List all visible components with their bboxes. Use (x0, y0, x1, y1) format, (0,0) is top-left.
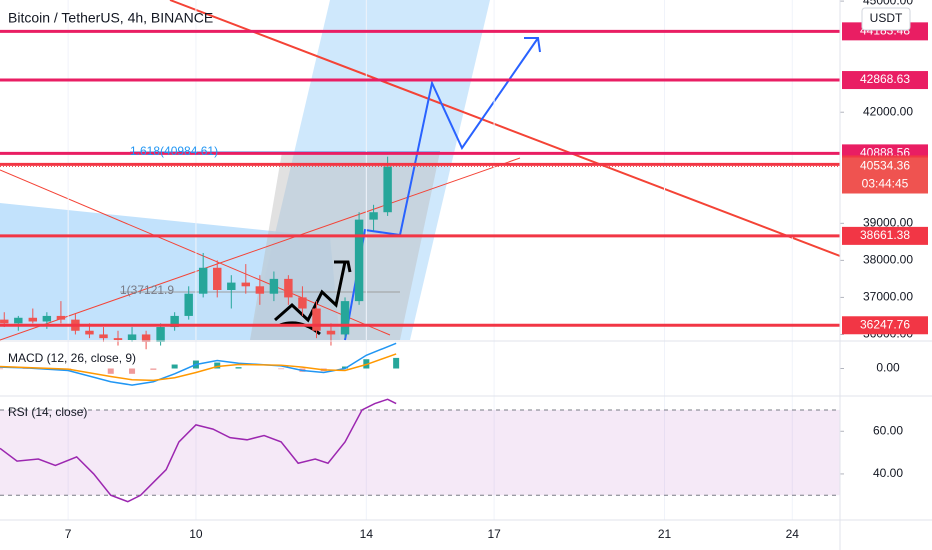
candle-body (213, 267, 222, 290)
x-tick-label: 14 (360, 527, 374, 541)
candle-body (99, 334, 108, 339)
indicator-line (0, 353, 397, 382)
candle-body (28, 317, 38, 322)
candle-body (312, 308, 321, 331)
histogram-bar (0, 368, 3, 370)
currency-button[interactable] (861, 7, 911, 31)
trend-line (0, 157, 521, 341)
candle-body (85, 330, 94, 335)
histogram-bar (107, 368, 114, 374)
histogram-bar (129, 368, 136, 374)
candle-body (269, 278, 279, 294)
candle-body (383, 166, 392, 213)
candle-body (369, 212, 378, 220)
fib-label: 1.618(40984.61) (130, 144, 218, 158)
y-tick-label: 45000.00 (863, 0, 913, 7)
symbol-title: Bitcoin / TetherUS, 4h, BINANCE (8, 10, 213, 26)
candle-body (284, 278, 293, 298)
last-price-box (842, 157, 928, 194)
histogram-bar (393, 357, 400, 369)
candle-body (340, 301, 350, 335)
last-price-label: 40534.36 (860, 159, 910, 173)
indicator-line (0, 398, 397, 503)
chart-content: 7 10 14 17 21 24 45000.00 42000.00 39000.00 38000… (0, 0, 928, 541)
histogram-bar (342, 366, 349, 369)
price-label: 38661.38 (860, 228, 910, 242)
candle-body (141, 334, 151, 342)
y-tick-label: 38000.00 (863, 253, 913, 267)
candle-body (298, 297, 307, 309)
candle-body (156, 327, 165, 342)
price-label: 42868.63 (860, 72, 910, 86)
trend-line (169, 0, 841, 257)
candle-body (198, 267, 208, 294)
candle-body (14, 317, 23, 324)
arrow-head (524, 37, 541, 53)
x-tick-label: 17 (487, 527, 501, 541)
fib-zone (250, 152, 440, 340)
candle-body (184, 293, 193, 316)
sketch (334, 260, 352, 273)
y-tick-label: 0.00 (876, 361, 900, 375)
rsi-band (0, 409, 840, 496)
countdown: 03:44:45 (862, 177, 909, 191)
indicator-title: RSI (14, close) (8, 405, 87, 419)
histogram-bar (214, 362, 221, 369)
candle-body (326, 330, 336, 335)
price-label-box (842, 316, 928, 335)
y-tick-label: 60.00 (873, 423, 903, 437)
candle-body (0, 319, 9, 324)
histogram-bar (150, 368, 157, 370)
indicator-title: MACD (12, 26, close, 9) (8, 351, 136, 365)
x-tick-label: 7 (65, 527, 72, 541)
x-tick-label: 24 (786, 527, 800, 541)
price-label-box (842, 226, 928, 245)
candle-body (227, 282, 236, 290)
x-tick-label: 21 (658, 527, 672, 541)
currency[interactable]: USDT (870, 11, 903, 25)
candle-body (354, 219, 364, 302)
fib-label: 1(37121.9 (120, 283, 174, 297)
y-tick-label: 42000.00 (863, 104, 913, 118)
y-tick-label: 37000.00 (863, 290, 913, 304)
histogram-bar (171, 364, 178, 369)
parallel-channel (250, 0, 490, 340)
candle-body (113, 338, 123, 340)
y-tick-label: 40.00 (873, 466, 903, 480)
candle-body (42, 315, 52, 322)
candle-body (255, 286, 265, 294)
candle-body (56, 315, 66, 320)
histogram-bar (278, 368, 285, 370)
trend-line (0, 169, 391, 336)
candle-body (170, 315, 179, 328)
candle-body (241, 282, 250, 287)
price-label: 36247.76 (860, 317, 910, 331)
y-tick-label: 39000.00 (863, 216, 913, 230)
x-tick-label: 10 (189, 527, 203, 541)
sketch (274, 261, 347, 323)
price-label-box (842, 71, 928, 90)
candle-body (127, 334, 137, 340)
histogram-bar (235, 367, 242, 369)
